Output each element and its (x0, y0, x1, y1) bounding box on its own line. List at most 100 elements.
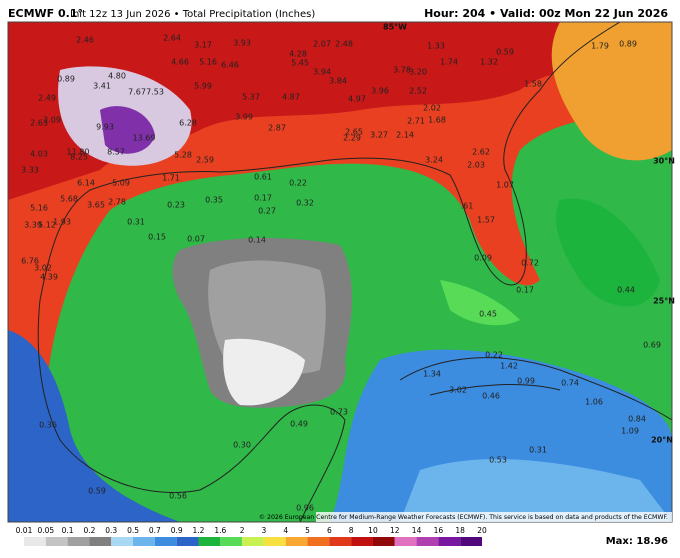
colorbar-label: 12 (390, 526, 400, 535)
point-value: 2.46 (76, 36, 94, 45)
point-value: 0.84 (628, 415, 646, 424)
colorbar-label: 1.2 (193, 526, 205, 535)
colorbar-bin (416, 537, 439, 546)
colorbar-bin (242, 537, 264, 546)
point-value: 0.23 (167, 201, 185, 210)
colorbar-bin (67, 537, 90, 546)
point-value: 6.28 (179, 119, 197, 128)
point-value: 5.16 (199, 58, 217, 67)
point-value: 4.87 (282, 93, 300, 102)
point-value: 1.74 (440, 58, 458, 67)
colorbar-bin (394, 537, 417, 546)
colorbar-bin (24, 537, 46, 546)
coastlines (37, 22, 672, 522)
point-value: 1.33 (427, 42, 445, 51)
point-value: 2.71 (407, 117, 425, 126)
colorbar-label: 0.5 (127, 526, 139, 535)
point-value: 2.87 (268, 124, 286, 133)
geo-label: 20°N (651, 436, 673, 445)
point-value: 0.22 (289, 179, 307, 188)
point-value: 1.93 (53, 218, 71, 227)
point-value: 2.52 (409, 87, 427, 96)
point-value: 3.27 (370, 131, 388, 140)
colorbar-bin (285, 537, 308, 546)
colorbar-bin (263, 537, 286, 546)
point-value: 3.24 (425, 156, 443, 165)
point-value: 3.20 (409, 68, 427, 77)
point-value: 0.27 (258, 207, 276, 216)
geo-label: 85°W (383, 23, 407, 32)
point-value: 11.80 (67, 148, 90, 157)
point-value: 4.39 (40, 273, 58, 282)
point-value: 2.78 (108, 198, 126, 207)
colorbar-label: 0.2 (83, 526, 95, 535)
point-value: 1.06 (585, 398, 603, 407)
credit-bg (316, 512, 672, 522)
colorbar-bin (372, 537, 395, 546)
colorbar-bin (329, 537, 352, 546)
point-value: 2.03 (467, 161, 485, 170)
colorbar-label: 18 (455, 526, 465, 535)
point-value: 0.17 (516, 286, 534, 295)
point-value: 0.74 (561, 379, 579, 388)
point-value: 5.45 (291, 59, 309, 68)
point-value: 3.99 (235, 113, 253, 122)
point-value: 6.46 (221, 61, 239, 70)
colorbar-bin (176, 537, 199, 546)
colorbar-bin (133, 537, 155, 546)
point-value: 3.39 (24, 221, 42, 230)
point-value: 3.17 (194, 41, 212, 50)
colorbar-bin (89, 537, 112, 546)
point-value: 0.14 (248, 236, 266, 245)
colorbar-label: 16 (434, 526, 444, 535)
point-value: 6.14 (77, 179, 95, 188)
point-value: 0.69 (643, 341, 661, 350)
colorbar-label: 14 (412, 526, 422, 535)
point-value: 0.44 (617, 286, 635, 295)
point-value: 0.73 (330, 408, 348, 417)
point-value: 0.96 (296, 504, 314, 513)
point-value: 3.84 (329, 77, 347, 86)
colorbar-bin (351, 537, 373, 546)
colorbar-label: 1.6 (214, 526, 226, 535)
colorbar-label: 8 (349, 526, 354, 535)
point-value: 1.09 (621, 427, 639, 436)
point-value: 3.96 (371, 87, 389, 96)
point-value: 1.68 (428, 116, 446, 125)
point-value: 0.32 (296, 199, 314, 208)
model-name: ECMWF 0.1° (8, 7, 83, 20)
point-value: 0.09 (474, 254, 492, 263)
point-value: 2.64 (163, 34, 181, 43)
point-value: 4.66 (171, 58, 189, 67)
point-value: 13.69 (133, 134, 156, 143)
point-value: .61 (461, 202, 474, 211)
colorbar-label: 20 (477, 526, 487, 535)
point-value: 1.58 (524, 80, 542, 89)
colorbar-label: 5 (305, 526, 310, 535)
colorbar-label: 6 (327, 526, 332, 535)
point-value: 0.35 (205, 196, 223, 205)
geo-label: 25°N (653, 297, 675, 306)
point-value: 5.37 (242, 93, 260, 102)
point-value: 3.02 (34, 264, 52, 273)
point-value: 2.48 (335, 40, 353, 49)
point-value: 5.99 (194, 82, 212, 91)
point-value: 0.49 (290, 420, 308, 429)
colorbar-label: 0.3 (105, 526, 117, 535)
point-value: 1.07 (496, 181, 514, 190)
point-value: 0.30 (233, 441, 251, 450)
point-value: 4.28 (289, 50, 307, 59)
colorbar-bin (111, 537, 134, 546)
point-value: 4.03 (30, 150, 48, 159)
point-value: 1.71 (162, 174, 180, 183)
point-value: 0.89 (57, 75, 75, 84)
point-value: 3.93 (233, 39, 251, 48)
point-value: 2.09 (43, 116, 61, 125)
precip-field (8, 22, 672, 522)
point-value: 1.32 (480, 58, 498, 67)
point-value: 0.46 (482, 392, 500, 401)
colorbar-bin (307, 537, 330, 546)
valid-time: Hour: 204 • Valid: 00z Mon 22 Jun 2026 (424, 7, 668, 20)
point-value: 0.22 (485, 351, 503, 360)
